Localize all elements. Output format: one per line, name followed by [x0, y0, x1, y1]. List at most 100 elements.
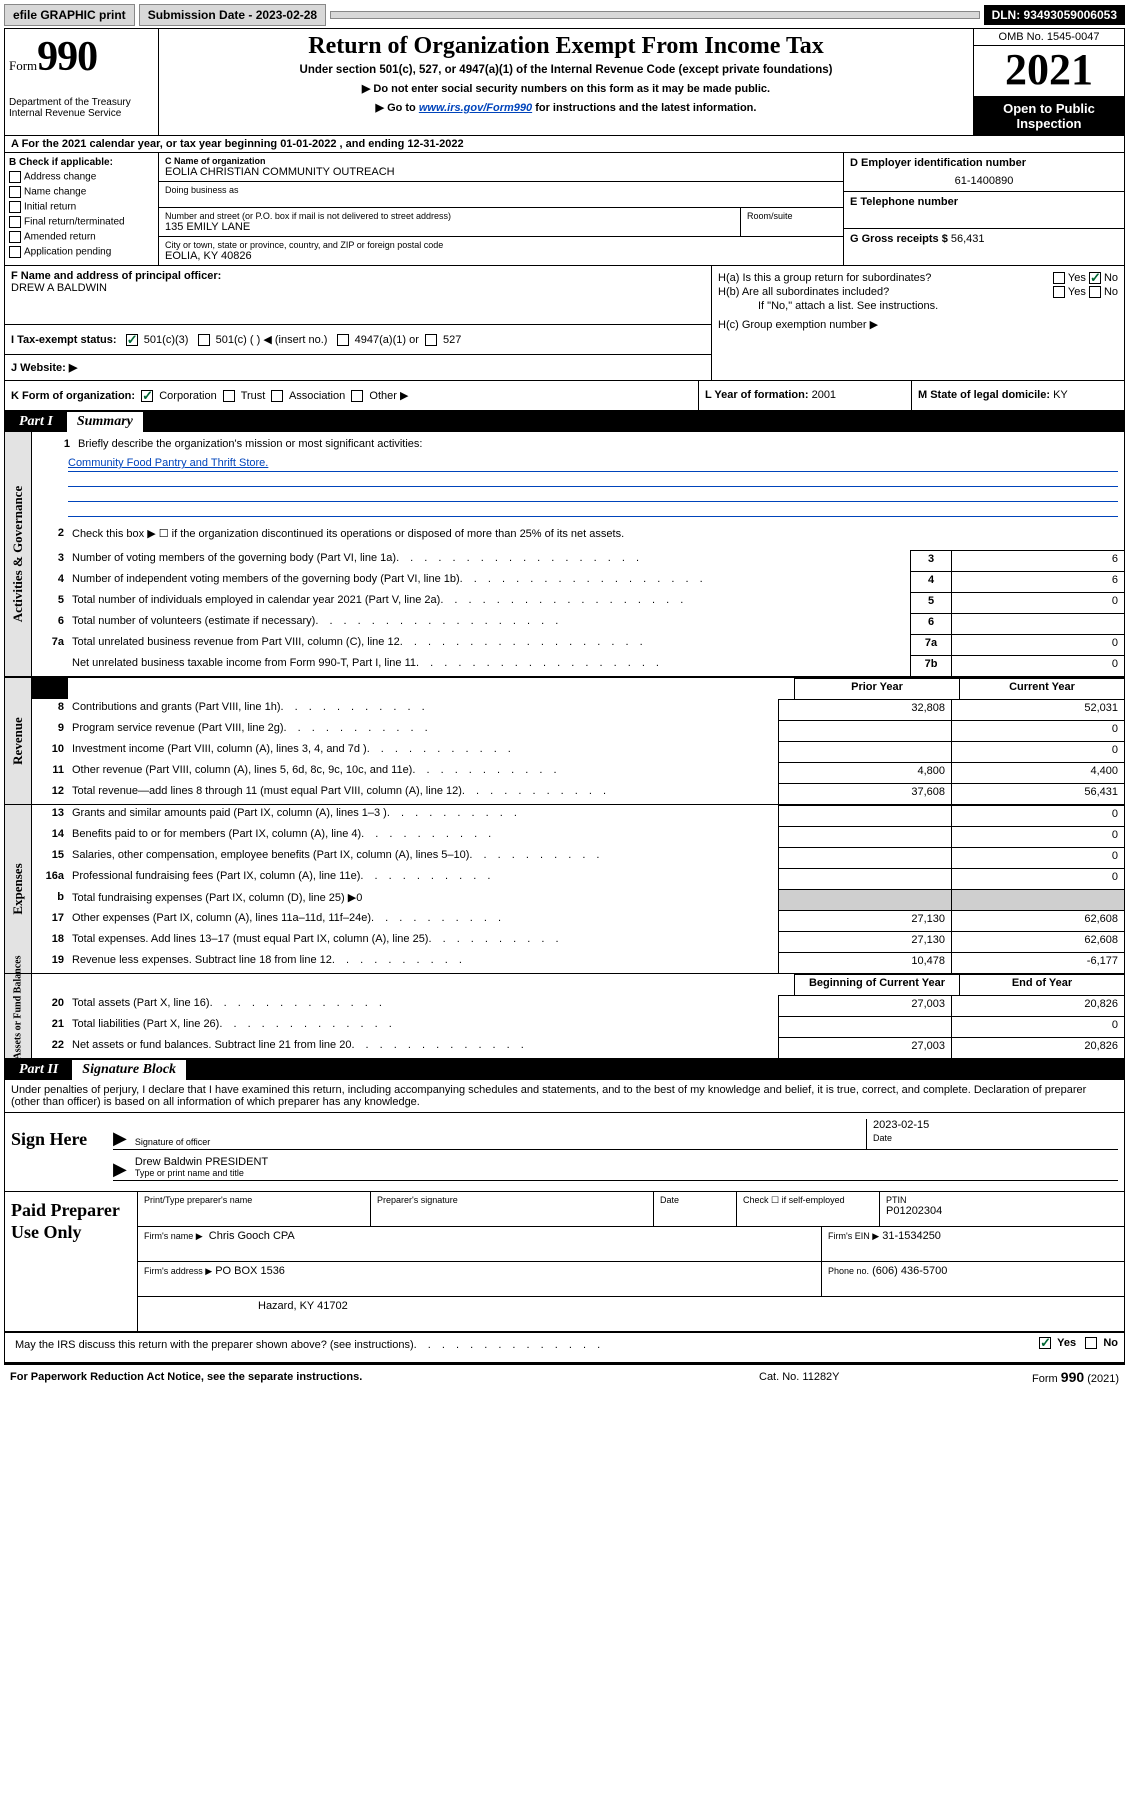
current-val: 56,431: [951, 783, 1124, 804]
sig-arrow-icon: ▶: [113, 1128, 133, 1149]
expense-line-19: 19Revenue less expenses. Subtract line 1…: [32, 952, 1124, 973]
part1-title: Summary: [67, 412, 143, 432]
part1-header: Part I Summary: [5, 412, 1124, 432]
row-klm: K Form of organization: Corporation Trus…: [5, 381, 1124, 412]
expense-line-17: 17Other expenses (Part IX, column (A), l…: [32, 910, 1124, 931]
room-label: Room/suite: [747, 211, 837, 221]
checkbox-final-return[interactable]: [9, 216, 21, 228]
revenue-line-8: 8Contributions and grants (Part VIII, li…: [32, 699, 1124, 720]
prior-val: 27,003: [778, 995, 951, 1016]
checkbox-assoc[interactable]: [271, 390, 283, 402]
line-desc: Revenue less expenses. Subtract line 18 …: [68, 952, 778, 973]
line-val: [951, 613, 1124, 634]
form990-link[interactable]: www.irs.gov/Form990: [419, 102, 532, 114]
prior-year-hdr: Prior Year: [794, 678, 959, 699]
g-receipts-label: G Gross receipts $: [850, 233, 948, 245]
firm-addr-label: Firm's address ▶: [144, 1266, 212, 1276]
column-b: B Check if applicable: Address change Na…: [5, 153, 159, 265]
b-header: B Check if applicable:: [9, 157, 154, 168]
column-de: D Employer identification number 61-1400…: [843, 153, 1124, 265]
rev-hdr-num: [32, 678, 68, 699]
row-i: I Tax-exempt status: 501(c)(3) 501(c) ( …: [5, 324, 711, 354]
line-2-desc: Check this box ▶ ☐ if the organization d…: [68, 525, 1124, 546]
i-opt1: 501(c)(3): [144, 334, 189, 346]
checkbox-amended[interactable]: [9, 231, 21, 243]
revenue-section: Revenue Prior Year Current Year 8Contrib…: [5, 677, 1124, 805]
checkbox-irs-no[interactable]: [1085, 1337, 1097, 1349]
checkbox-trust[interactable]: [223, 390, 235, 402]
checkbox-501c[interactable]: [198, 334, 210, 346]
ha-yes: Yes: [1068, 272, 1086, 284]
hc-label: H(c) Group exemption number ▶: [718, 318, 878, 331]
line-desc: Investment income (Part VIII, column (A)…: [68, 741, 778, 762]
b-item-5: Application pending: [24, 247, 111, 258]
prior-val: 27,130: [778, 931, 951, 952]
checkbox-initial-return[interactable]: [9, 201, 21, 213]
sig-name-label: Type or print name and title: [135, 1168, 1116, 1178]
checkbox-hb-yes[interactable]: [1053, 286, 1065, 298]
form-number: 990: [37, 34, 97, 80]
checkbox-4947[interactable]: [337, 334, 349, 346]
expense-line-13: 13Grants and similar amounts paid (Part …: [32, 805, 1124, 826]
line-num: 19: [32, 952, 68, 973]
hb-no: No: [1104, 286, 1118, 298]
line-num: 14: [32, 826, 68, 847]
line-num: 16a: [32, 868, 68, 889]
dept-treasury: Department of the Treasury: [9, 97, 154, 108]
sig-name-val: Drew Baldwin PRESIDENT: [135, 1156, 1116, 1168]
line-cellnum: 5: [910, 592, 951, 613]
main-title: Return of Organization Exempt From Incom…: [169, 33, 963, 60]
firm-phone-label: Phone no.: [828, 1266, 869, 1276]
footer-form-num: 990: [1061, 1369, 1084, 1385]
line-num: 20: [32, 995, 68, 1016]
omb-number: OMB No. 1545-0047: [974, 29, 1124, 46]
part2-title: Signature Block: [72, 1060, 186, 1080]
prior-val: [778, 868, 951, 889]
activities-section: Activities & Governance 1 Briefly descri…: [5, 432, 1124, 677]
prior-val: 4,800: [778, 762, 951, 783]
revenue-line-9: 9Program service revenue (Part VIII, lin…: [32, 720, 1124, 741]
revenue-line-12: 12Total revenue—add lines 8 through 11 (…: [32, 783, 1124, 804]
d-ein-label: D Employer identification number: [850, 157, 1118, 169]
end-year-hdr: End of Year: [959, 974, 1124, 995]
submission-date-button[interactable]: Submission Date - 2023-02-28: [139, 4, 326, 26]
line-desc: Contributions and grants (Part VIII, lin…: [68, 699, 778, 720]
expenses-section: Expenses 13Grants and similar amounts pa…: [5, 805, 1124, 974]
prep-date-label: Date: [660, 1195, 730, 1205]
spacer-bar: [330, 11, 979, 19]
irs-yes: Yes: [1057, 1337, 1076, 1349]
line-num: 9: [32, 720, 68, 741]
open-public-badge: Open to Public Inspection: [974, 97, 1124, 135]
checkbox-501c3[interactable]: [126, 334, 138, 346]
line-1-desc: Briefly describe the organization's miss…: [74, 436, 1118, 457]
prior-val: [778, 805, 951, 826]
efile-print-button[interactable]: efile GRAPHIC print: [4, 4, 135, 26]
line-cellnum: 7a: [910, 634, 951, 655]
current-val: 0: [951, 868, 1124, 889]
checkbox-corp[interactable]: [141, 390, 153, 402]
checkbox-irs-yes[interactable]: [1039, 1337, 1051, 1349]
line-desc: Grants and similar amounts paid (Part IX…: [68, 805, 778, 826]
checkbox-name-change[interactable]: [9, 186, 21, 198]
sig-officer-label: Signature of officer: [135, 1137, 864, 1147]
prior-val: [778, 826, 951, 847]
checkbox-other[interactable]: [351, 390, 363, 402]
checkbox-hb-no[interactable]: [1089, 286, 1101, 298]
b-item-4: Amended return: [24, 232, 96, 243]
checkbox-application-pending[interactable]: [9, 246, 21, 258]
sig-arrow2-icon: ▶: [113, 1159, 133, 1180]
current-val: 62,608: [951, 910, 1124, 931]
checkbox-address-change[interactable]: [9, 171, 21, 183]
column-c: C Name of organization EOLIA CHRISTIAN C…: [159, 153, 843, 265]
checkbox-ha-no[interactable]: [1089, 272, 1101, 284]
checkbox-527[interactable]: [425, 334, 437, 346]
line-num: 4: [32, 571, 68, 592]
line-desc: Net unrelated business taxable income fr…: [68, 655, 910, 676]
line-desc: Other expenses (Part IX, column (A), lin…: [68, 910, 778, 931]
line-num: 8: [32, 699, 68, 720]
ptin-label: PTIN: [886, 1195, 1118, 1205]
mission-blank-3: [68, 502, 1118, 517]
form-container: Form990 Department of the Treasury Inter…: [4, 28, 1125, 1365]
side-expenses-text: Expenses: [10, 864, 26, 915]
checkbox-ha-yes[interactable]: [1053, 272, 1065, 284]
